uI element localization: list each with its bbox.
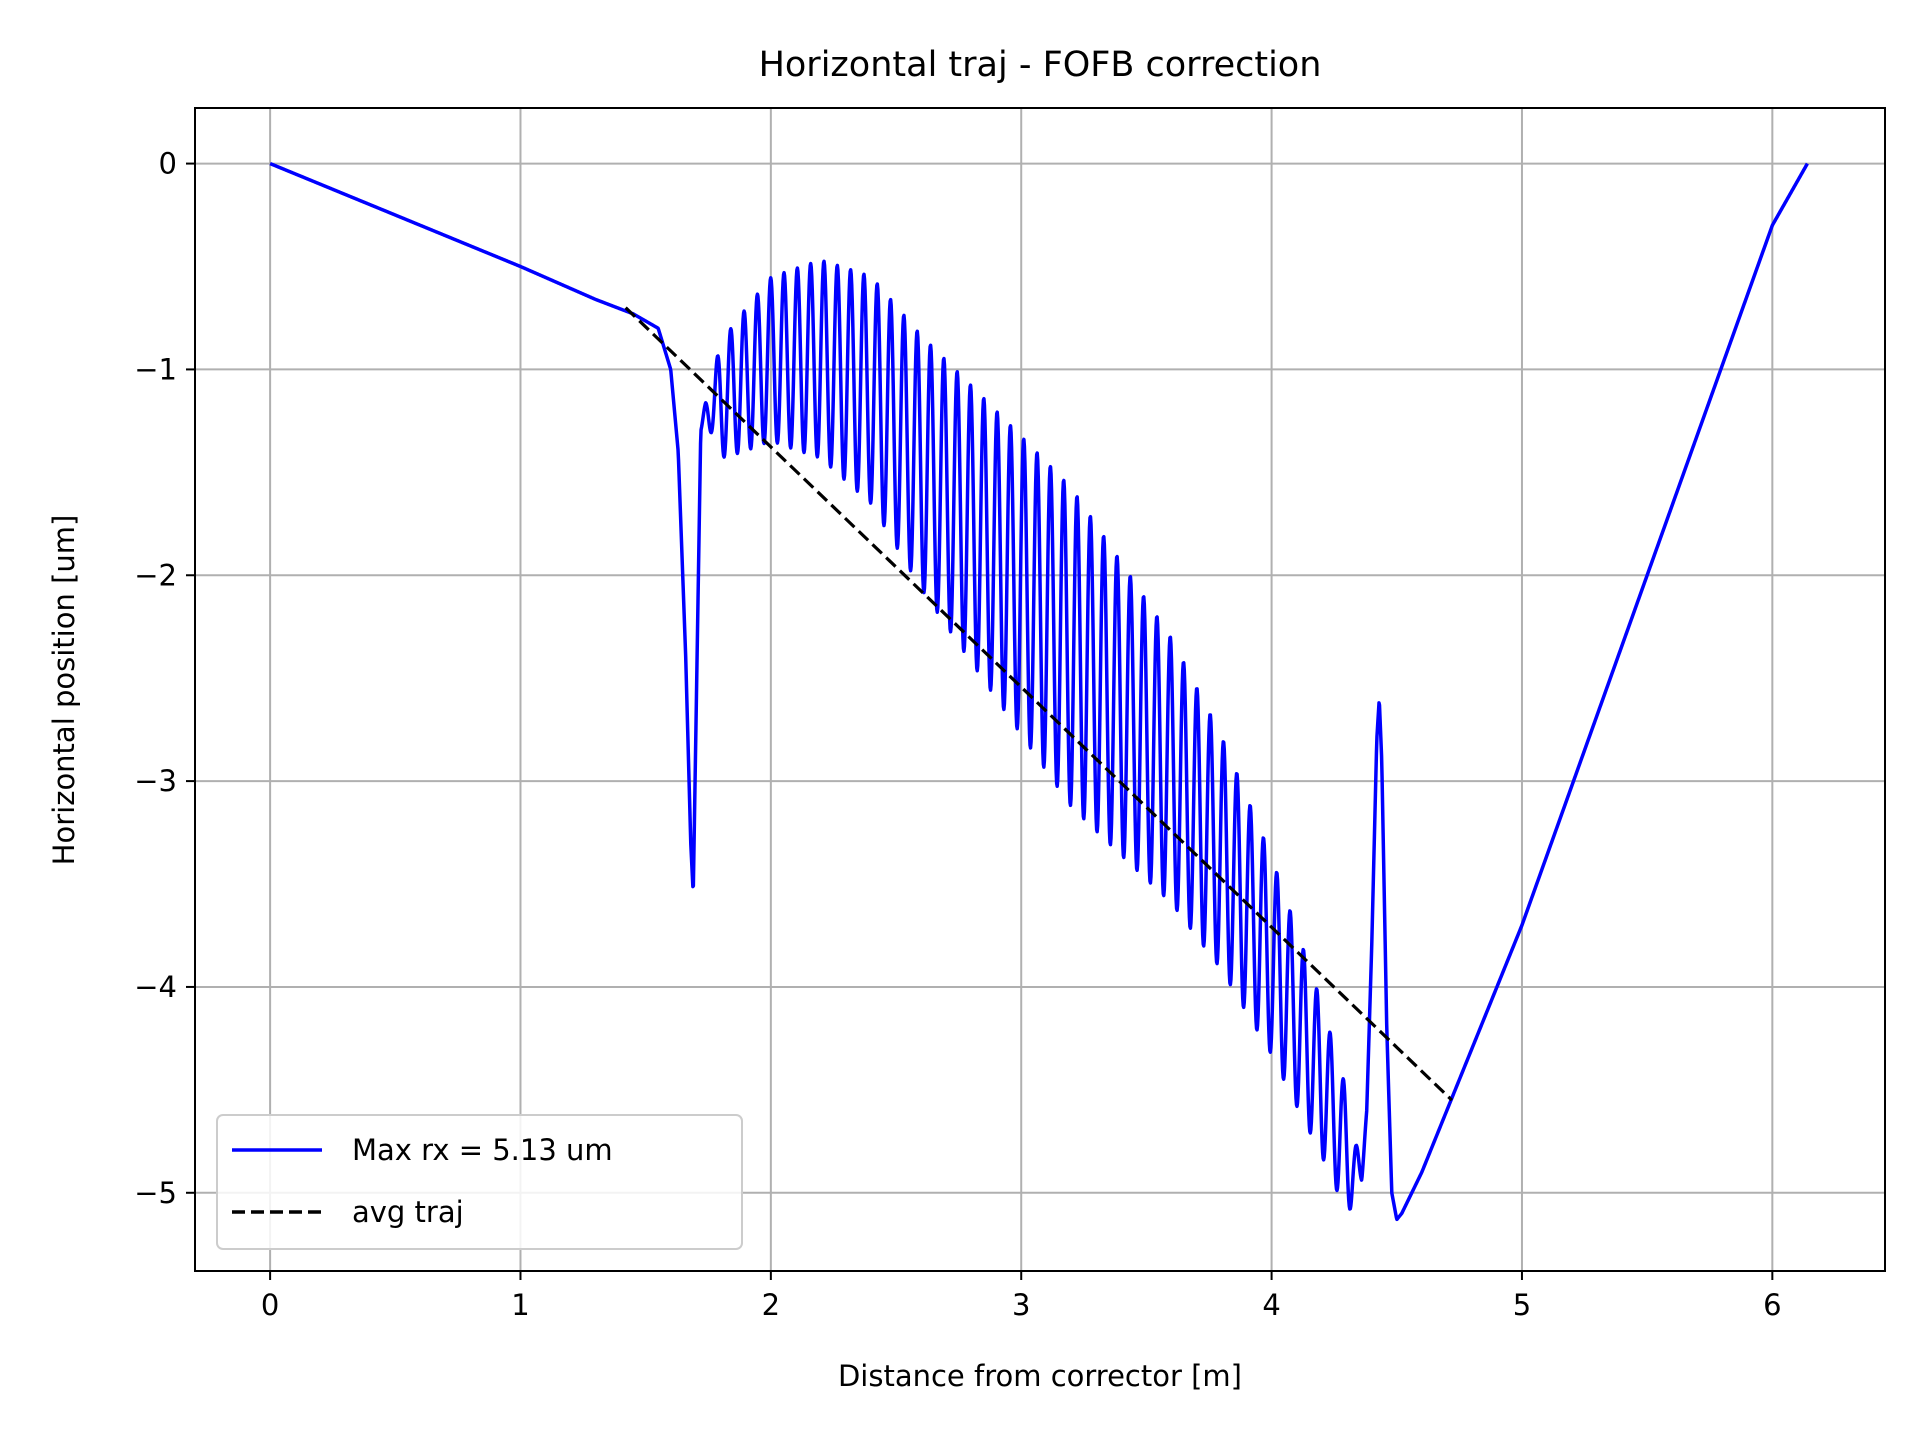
x-tick-label: 0 xyxy=(261,1288,279,1322)
y-tick-label: −1 xyxy=(134,352,177,386)
legend-label-avg-traj: avg traj xyxy=(352,1195,464,1229)
x-tick-label: 6 xyxy=(1763,1288,1781,1322)
x-tick-label: 5 xyxy=(1513,1288,1531,1322)
x-tick-label: 4 xyxy=(1262,1288,1280,1322)
axes-frame xyxy=(194,107,1886,1272)
series-line-1 xyxy=(624,306,1453,1102)
y-ticks: 0 −1 −2 −3 −4 −5 xyxy=(134,147,195,1210)
plot-area xyxy=(268,161,1809,1222)
series-line-0 xyxy=(268,161,1809,1222)
y-tick-label: 0 xyxy=(159,147,177,181)
y-axis-label: Horizontal position [um] xyxy=(47,515,81,866)
y-tick-label: −4 xyxy=(134,970,177,1004)
y-tick-label: −2 xyxy=(134,558,177,592)
x-tick-label: 3 xyxy=(1012,1288,1030,1322)
y-tick-label: −5 xyxy=(134,1176,177,1210)
legend-box xyxy=(216,1114,743,1250)
y-tick-label: −3 xyxy=(134,764,177,798)
x-tick-label: 2 xyxy=(762,1288,780,1322)
legend-label-max-rx: Max rx = 5.13 um xyxy=(352,1133,613,1167)
legend: Max rx = 5.13 um avg traj xyxy=(216,1114,743,1250)
x-axis-label: Distance from corrector [m] xyxy=(838,1359,1242,1393)
x-ticks: 0 1 2 3 4 5 6 xyxy=(261,1271,1782,1322)
chart-title: Horizontal traj - FOFB correction xyxy=(759,45,1322,85)
x-tick-label: 1 xyxy=(511,1288,529,1322)
